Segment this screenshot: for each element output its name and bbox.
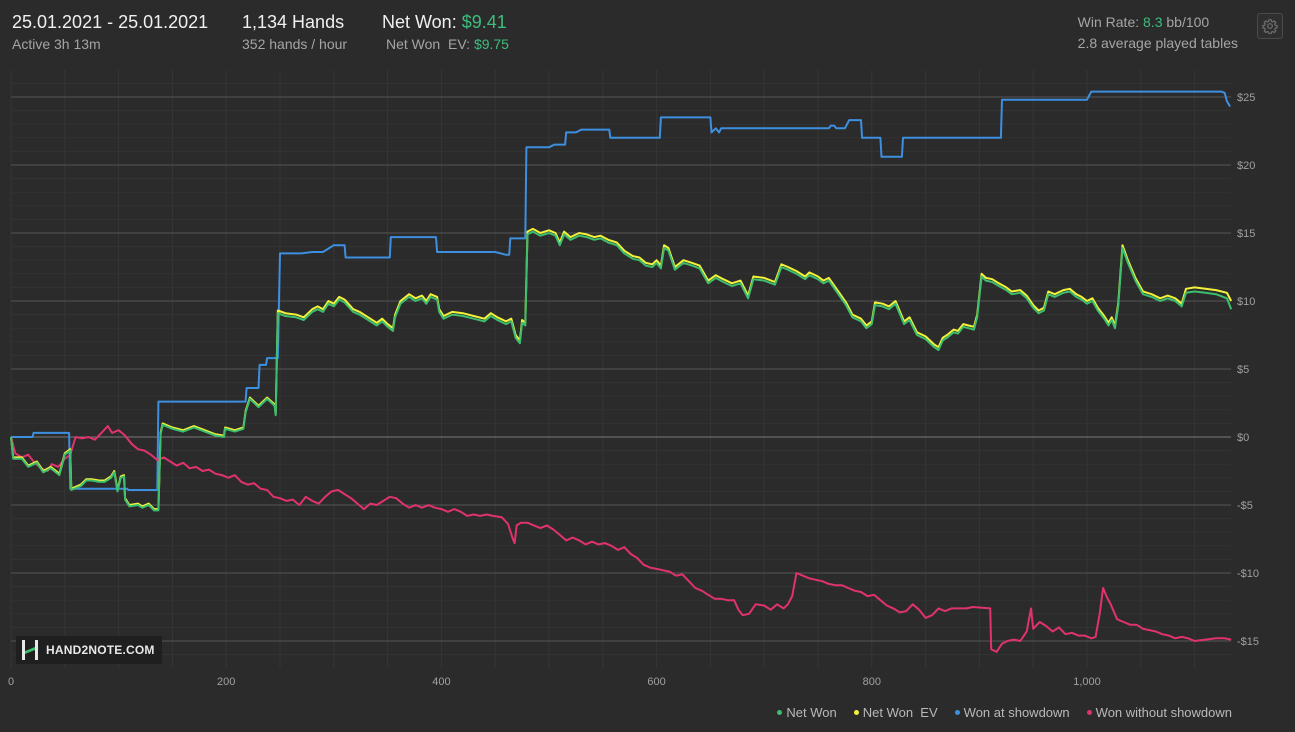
- legend-item-net-won-ev[interactable]: Net Won EV: [853, 705, 938, 720]
- legend-label: Won without showdown: [1095, 705, 1232, 720]
- y-tick-label: $20: [1237, 160, 1255, 172]
- hands-per-hour: 352 hands / hour: [242, 36, 348, 52]
- net-won-ev-value: $9.75: [473, 36, 509, 52]
- y-tick-label: $15: [1237, 228, 1255, 240]
- legend-label: Net Won EV: [862, 705, 938, 720]
- net-won-value: $9.41: [461, 12, 507, 32]
- x-tick-label: 1,000: [1073, 676, 1101, 688]
- logo-text: HAND2NOTE.COM: [46, 643, 155, 657]
- y-tick-label: -$10: [1237, 568, 1259, 580]
- legend-dot-icon: [1086, 710, 1092, 715]
- chart-grid: [10, 70, 1231, 668]
- net-won-ev-label: Net Won EV:: [386, 36, 471, 52]
- x-tick-label: 600: [647, 676, 665, 688]
- legend-label: Won at showdown: [963, 705, 1070, 720]
- net-won-block: Net Won: $9.41 Net Won EV: $9.75: [382, 10, 509, 54]
- hands-count: 1,134 Hands: [242, 12, 345, 32]
- legend-dot-icon: [853, 710, 859, 715]
- win-rate-value: 8.3: [1143, 14, 1163, 30]
- legend-label: Net Won: [786, 705, 837, 720]
- gear-icon: [1262, 19, 1278, 34]
- series-line-won-without-showdown: [10, 425, 1232, 653]
- active-duration: Active 3h 13m: [12, 36, 101, 52]
- legend-dot-icon: [777, 710, 783, 715]
- y-tick-label: $5: [1237, 364, 1249, 376]
- y-tick-label: $10: [1237, 296, 1255, 308]
- date-range: 25.01.2021 - 25.01.2021: [12, 12, 209, 32]
- y-tick-label: -$5: [1237, 500, 1253, 512]
- y-tick-label: -$15: [1237, 636, 1259, 648]
- x-axis-labels: 0 200 400 600 800 1,000: [8, 676, 1101, 688]
- win-rate-block: Win Rate: 8.3 bb/100 2.8 average played …: [1078, 12, 1238, 54]
- chart-legend: Net Won Net Won EV Won at showdown Won with…: [777, 705, 1232, 720]
- hands-block: 1,134 Hands 352 hands / hour: [242, 10, 347, 54]
- hand2note-logo-icon: [22, 640, 38, 660]
- win-rate-unit: bb/100: [1166, 14, 1210, 30]
- x-tick-label: 800: [863, 676, 881, 688]
- y-tick-label: $0: [1237, 432, 1249, 444]
- x-tick-label: 400: [432, 676, 450, 688]
- hand2note-logo: HAND2NOTE.COM: [16, 636, 162, 664]
- win-rate-label: Win Rate:: [1077, 14, 1140, 30]
- chart-series: [10, 90, 1233, 653]
- legend-dot-icon: [954, 710, 960, 715]
- series-line-net-won: [10, 230, 1233, 512]
- legend-item-won-without-showdown[interactable]: Won without showdown: [1086, 705, 1232, 720]
- date-range-block: 25.01.2021 - 25.01.2021 Active 3h 13m: [12, 10, 208, 54]
- y-axis-labels: $25 $20 $15 $10 $5 $0 -$5 -$10 -$15: [1237, 92, 1259, 648]
- legend-item-won-at-showdown[interactable]: Won at showdown: [954, 705, 1070, 720]
- x-tick-label: 0: [8, 676, 14, 688]
- legend-item-net-won[interactable]: Net Won: [777, 705, 837, 720]
- series-line-net-won-ev: [10, 227, 1233, 511]
- series-line-won-at-showdown: [11, 90, 1231, 491]
- average-tables: 2.8 average played tables: [1077, 35, 1238, 51]
- settings-button[interactable]: [1257, 13, 1283, 39]
- x-tick-label: 200: [217, 676, 235, 688]
- net-won-label: Net Won:: [382, 12, 457, 32]
- y-tick-label: $25: [1237, 92, 1255, 104]
